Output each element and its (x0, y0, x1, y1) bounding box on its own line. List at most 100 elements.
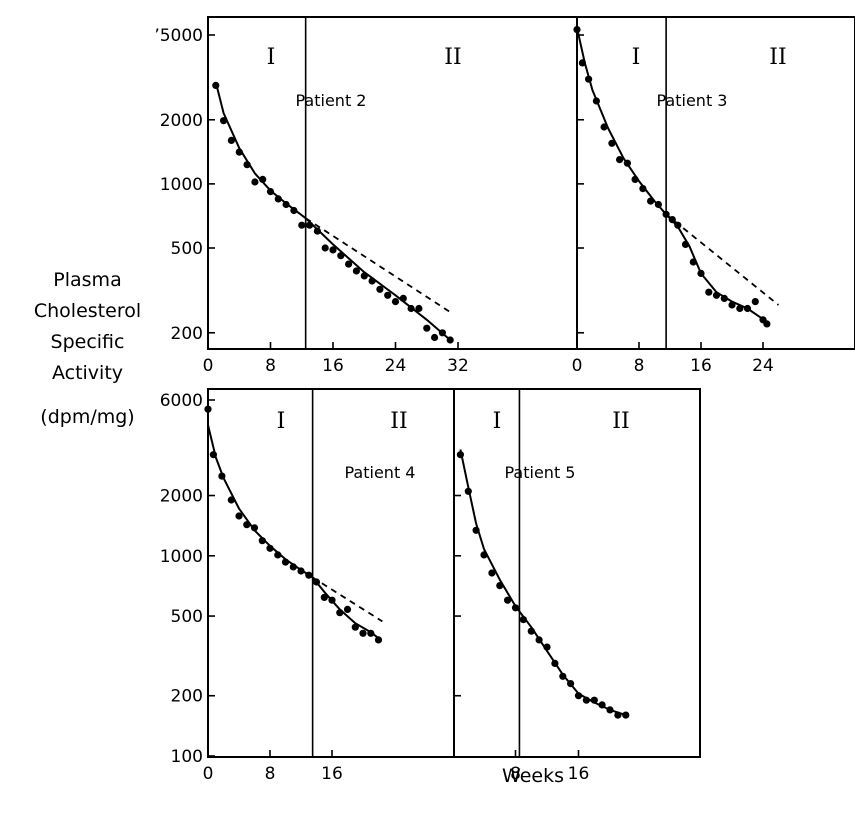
patient-2-data-point (360, 272, 368, 280)
patient-3-x-tick-label: 0 (572, 356, 583, 376)
patient-3-data-point (623, 159, 632, 167)
patient-5-data-point (456, 451, 464, 459)
patient-5-data-point (480, 551, 488, 559)
patient-5-data-point (504, 596, 512, 604)
patient-3-data-point (585, 75, 593, 83)
patient-4-data-point (367, 629, 375, 637)
patient-4-y-tick-label: 500 (171, 607, 203, 627)
patient-2-data-point (243, 161, 251, 169)
patient-5-data-point (551, 659, 559, 668)
patient-2-x-tick-label: 16 (322, 356, 344, 376)
patient-2-data-point (431, 333, 439, 342)
patient-5-data-point (574, 692, 583, 700)
patient-4-phase-label-1: I (277, 409, 286, 434)
patient-2-data-point (212, 81, 220, 89)
patient-4-data-point (374, 636, 383, 644)
patient-2-data-point (282, 200, 290, 209)
patient-3-data-point (662, 210, 670, 218)
patient-2-data-point (290, 206, 298, 215)
patient-2-fit-curve (214, 82, 451, 341)
patient-4-x-tick-label: 8 (265, 764, 276, 784)
patient-5-frame (453, 388, 701, 758)
patient-3-data-point (668, 216, 676, 224)
patient-4-data-point (218, 472, 226, 480)
y-axis-label-line-2: Cholesterol (33, 300, 142, 322)
patient-5-data-point (559, 672, 567, 680)
patient-2-data-point (415, 304, 423, 313)
patient-2-x-tick-label: 0 (203, 356, 214, 376)
patient-3-data-point (705, 288, 713, 296)
patient-2-data-point (352, 267, 360, 275)
patient-3-data-point (654, 200, 663, 209)
patient-2-x-tick-label: 32 (447, 356, 469, 376)
patient-2-data-point (313, 227, 321, 235)
patient-4-data-point (266, 544, 274, 552)
patient-2-y-tick-label: 2000 (160, 111, 203, 131)
patient-4-data-point (336, 609, 344, 617)
patient-3-data-point (712, 291, 721, 299)
patient-3-data-point (743, 304, 752, 313)
patient-3-phase-label-2: II (769, 45, 786, 70)
patient-5-x-tick-label: 16 (568, 764, 590, 784)
patient-4-data-point (297, 567, 305, 575)
patient-3-data-point (720, 294, 728, 302)
y-axis-label-line-4: Activity (51, 362, 124, 384)
patient-2-data-point (235, 148, 243, 156)
patient-4-data-point (312, 578, 321, 586)
patient-4-data-point (274, 551, 282, 559)
y-axis-label-line-3: Specific (50, 331, 125, 353)
patient-5-data-point (511, 604, 520, 612)
patient-3-data-point (647, 197, 655, 205)
patient-2-data-point (220, 117, 228, 125)
patient-2-data-point (266, 188, 275, 196)
patient-3-data-point (689, 258, 697, 266)
patient-3-data-point (631, 175, 639, 183)
patient-4-title: Patient 4 (345, 463, 416, 482)
patient-4-data-point (227, 496, 235, 504)
patient-2-title: Patient 2 (296, 91, 367, 110)
patient-4-phase-label-2: II (390, 409, 407, 434)
patient-5-data-point (582, 696, 591, 704)
patient-2-y-tick-label: 500 (171, 239, 203, 259)
patient-2-phase-label-2: II (444, 45, 461, 70)
patient-3-data-point (697, 269, 705, 277)
patient-5-data-point (598, 701, 606, 709)
patient-4-extrapolation-line (312, 576, 383, 623)
patient-2-data-point (306, 221, 314, 229)
patient-5-data-point (622, 711, 630, 719)
patient-3-data-point (592, 97, 601, 105)
patient-3-data-point (639, 185, 647, 193)
patient-2-data-point (407, 304, 415, 313)
patient-3-title: Patient 3 (657, 91, 728, 110)
patient-2-data-point (227, 136, 235, 144)
patient-3-data-point (681, 240, 690, 248)
patient-4-data-point (235, 512, 243, 520)
patient-2-data-point (399, 294, 407, 302)
patient-4-data-point (320, 593, 328, 602)
y-axis-label-line-1: Plasma (53, 269, 122, 291)
patient-3-data-point (736, 304, 744, 313)
patient-3-extrapolation-line (665, 213, 780, 306)
patient-4-y-tick-label: 200 (171, 687, 203, 707)
patient-2-data-point (446, 336, 454, 344)
patient-3-frame (576, 16, 855, 350)
patient-4-fit-curve (207, 424, 382, 641)
x-axis-label: Weeks (502, 765, 564, 787)
patient-3-data-point (751, 298, 759, 306)
patient-3-phase-label-1: I (632, 45, 641, 70)
patient-3-data-point (616, 156, 624, 164)
patient-2-data-point (384, 291, 392, 299)
patient-5-data-point (488, 569, 496, 577)
patient-3-data-point (674, 221, 682, 229)
patient-4-y-tick-label: 100 (171, 747, 203, 767)
patient-3-x-tick-label: 24 (752, 356, 774, 376)
patient-2-data-point (376, 285, 384, 293)
patient-2-data-point (321, 244, 329, 252)
patient-4-y-tick-label: 1000 (160, 547, 203, 567)
patient-2-x-tick-label: 8 (265, 356, 276, 376)
patient-5-x-tick-label: 8 (510, 764, 521, 784)
patient-4-data-point (281, 558, 290, 566)
patient-4-x-tick-label: 0 (203, 764, 214, 784)
patient-2-data-point (298, 221, 306, 229)
